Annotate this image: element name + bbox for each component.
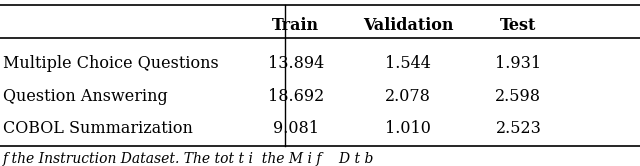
Text: Validation: Validation bbox=[363, 17, 454, 34]
Text: f the Instruction Dataset. The tot t i  the M i f    D t b: f the Instruction Dataset. The tot t i t… bbox=[3, 152, 374, 166]
Text: 9.081: 9.081 bbox=[273, 120, 319, 137]
Text: Train: Train bbox=[272, 17, 319, 34]
Text: 18.692: 18.692 bbox=[268, 88, 324, 105]
Text: COBOL Summarization: COBOL Summarization bbox=[3, 120, 193, 137]
Text: 1.010: 1.010 bbox=[385, 120, 431, 137]
Text: Question Answering: Question Answering bbox=[3, 88, 168, 105]
Text: 1.931: 1.931 bbox=[495, 55, 541, 72]
Text: Test: Test bbox=[500, 17, 536, 34]
Text: 2.598: 2.598 bbox=[495, 88, 541, 105]
Text: 2.078: 2.078 bbox=[385, 88, 431, 105]
Text: 13.894: 13.894 bbox=[268, 55, 324, 72]
Text: 1.544: 1.544 bbox=[385, 55, 431, 72]
Text: Multiple Choice Questions: Multiple Choice Questions bbox=[3, 55, 219, 72]
Text: 2.523: 2.523 bbox=[495, 120, 541, 137]
